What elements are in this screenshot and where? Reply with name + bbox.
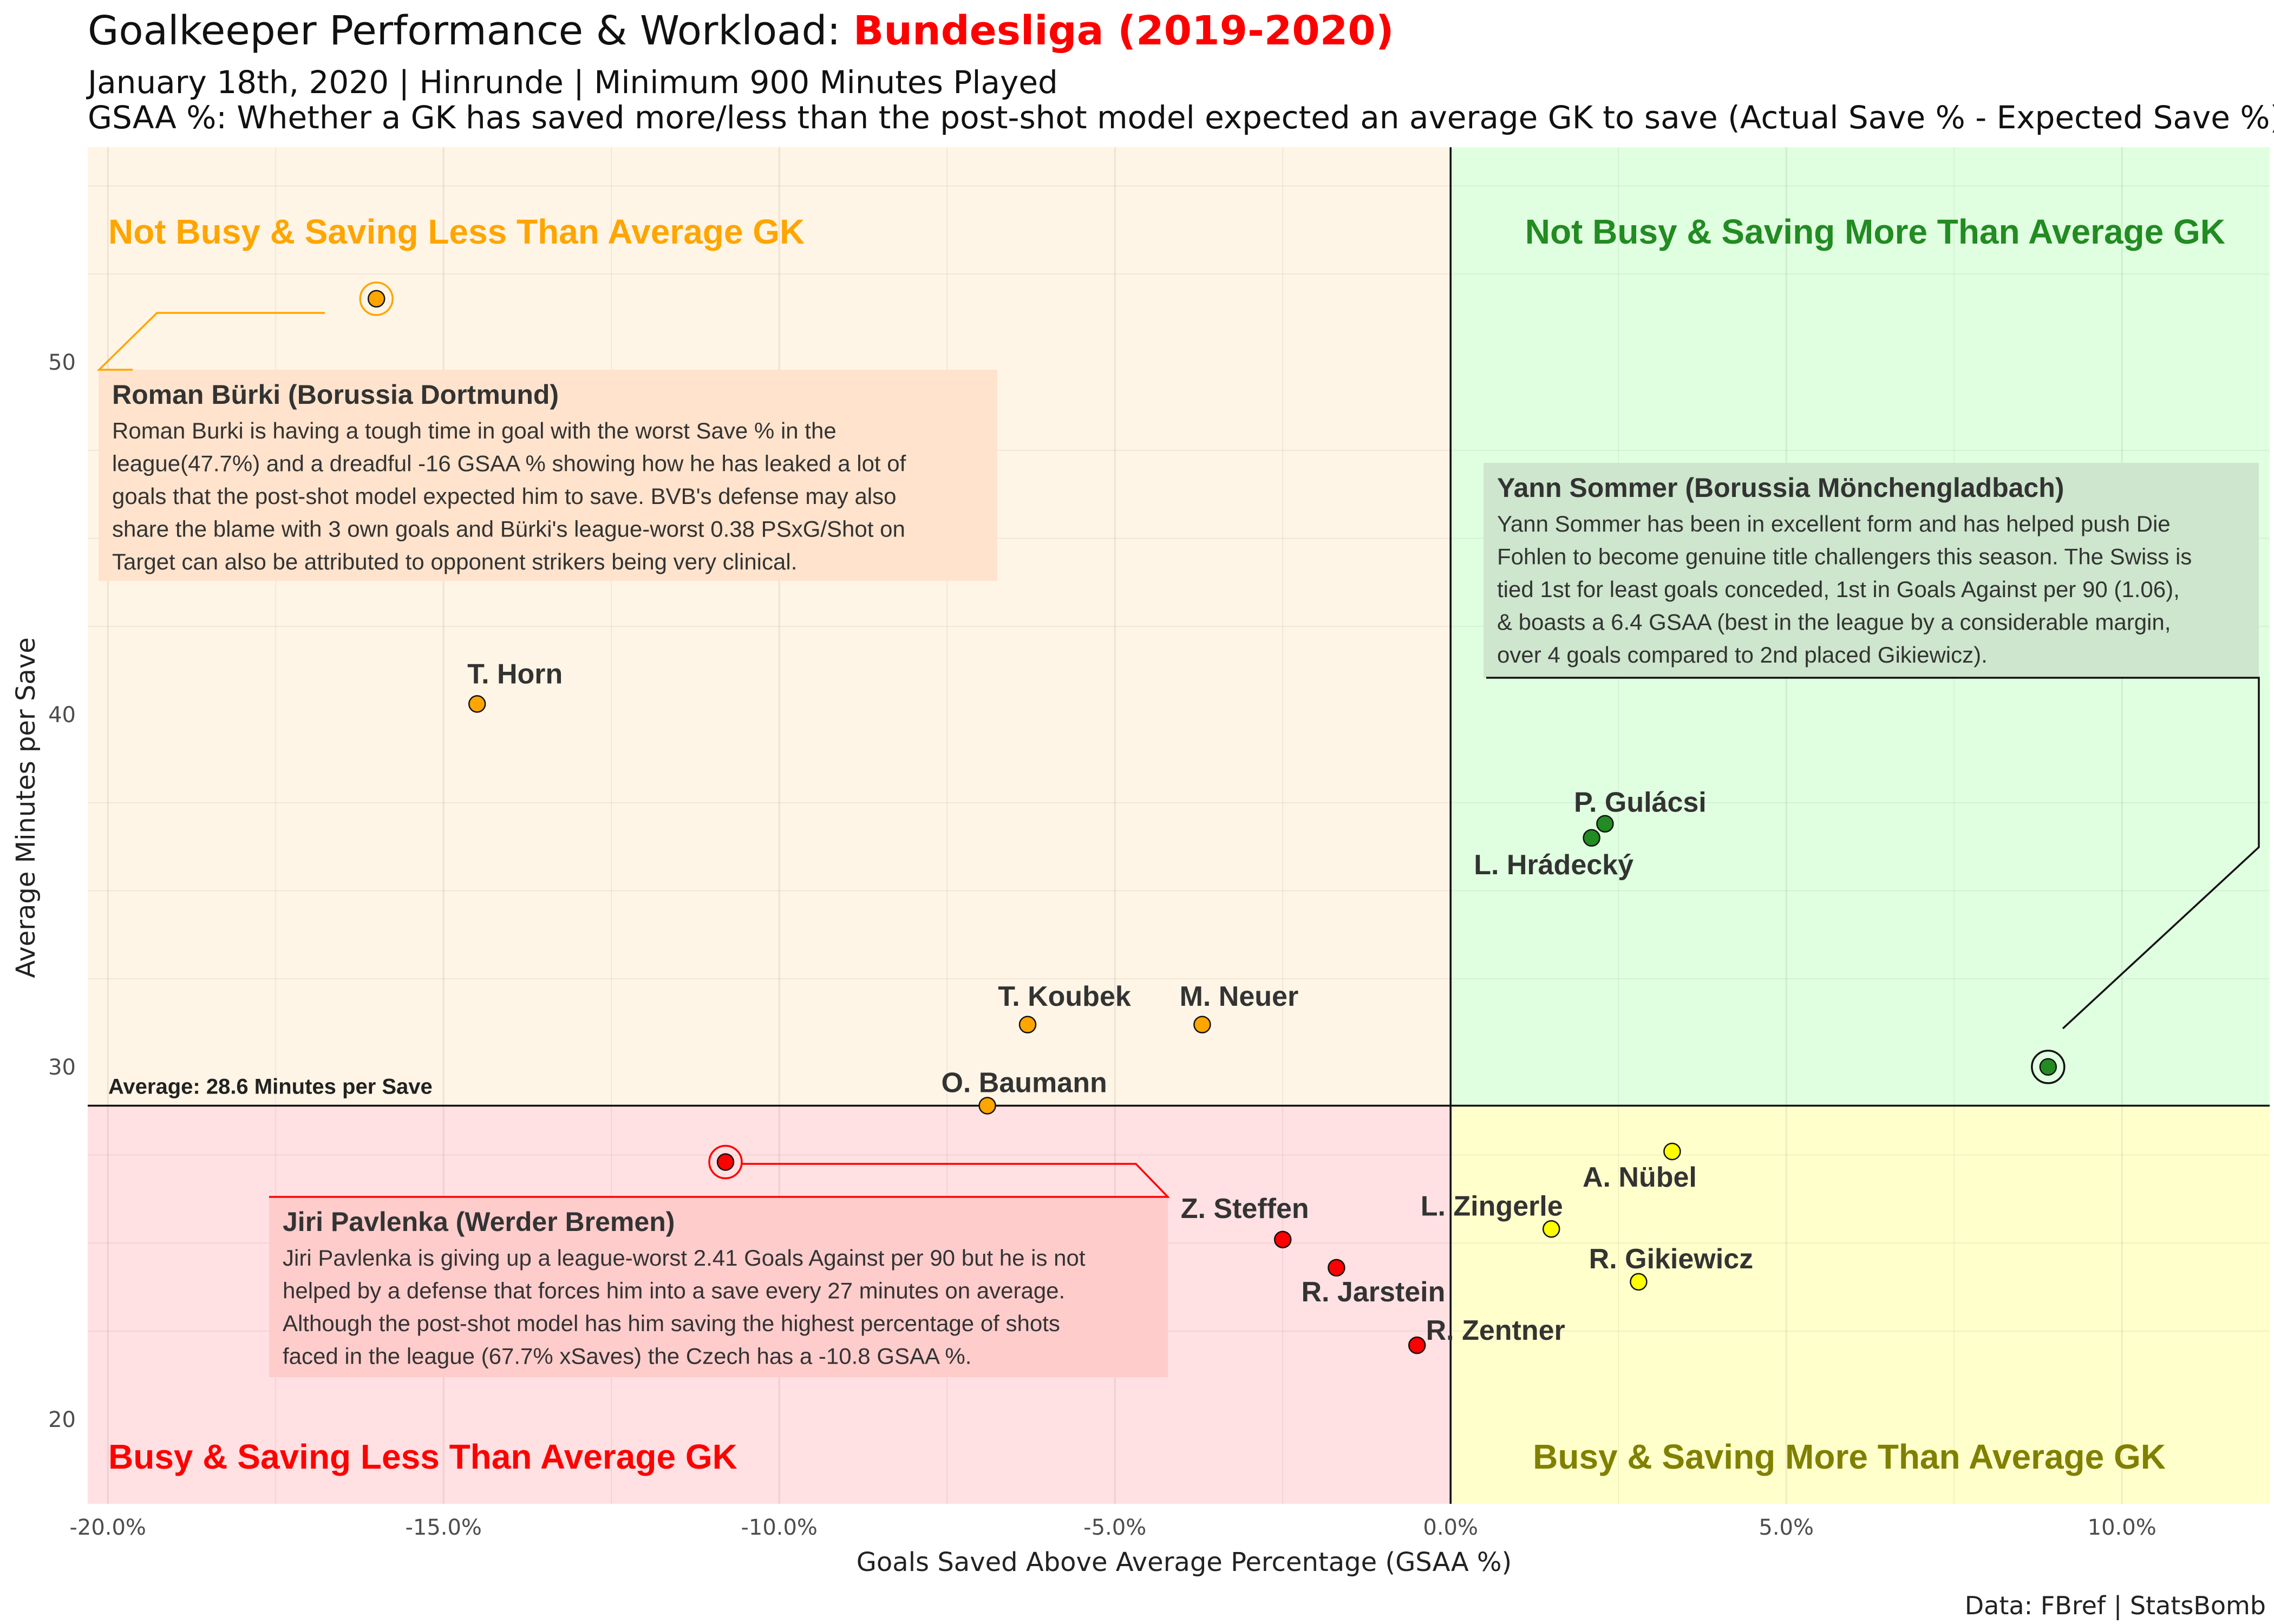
data-point (1273, 1230, 1292, 1249)
point-label: T. Horn (467, 658, 563, 690)
data-point (1018, 1016, 1037, 1034)
data-point (1193, 1016, 1211, 1034)
data-point (1663, 1142, 1681, 1161)
annotation-line: goals that the post-shot model expected … (112, 483, 897, 509)
point-label: R. Jarstein (1301, 1276, 1445, 1308)
annotations: Roman Bürki (Borussia Dortmund) Roman Bur… (96, 312, 2260, 1377)
data-points: T. Horn T. Koubek M. Neuer O. Baumann Z. Ste… (359, 281, 2066, 1354)
data-point (468, 695, 486, 713)
point-label: O. Baumann (941, 1067, 1107, 1098)
annotation-line: Roman Burki is having a tough time in go… (112, 418, 837, 443)
chart-title-prefix: Goalkeeper Performance & Workload: (88, 8, 853, 54)
x-tick-label: -10.0% (741, 1515, 818, 1540)
caption: Data: FBref | StatsBomb (1965, 1591, 2266, 1621)
axes: -20.0% -15.0% -10.0% -5.0% 0.0% 5.0% 10.0% 20 30… (48, 350, 2157, 1540)
data-point (1630, 1273, 1648, 1291)
point-label: R. Zentner (1426, 1315, 1565, 1346)
annotation-box (1484, 463, 2259, 678)
quadrant-bg-bottom-right (1450, 1105, 2270, 1504)
chart-title-accent: Bundesliga (2019-2020) (853, 8, 1394, 54)
annotation-line: faced in the league (67.7% xSaves) the C… (283, 1344, 971, 1369)
quadrant-label-top-left: Not Busy & Saving Less Than Average GK (108, 212, 805, 251)
highlight-ring (708, 1144, 743, 1180)
annotation-box (269, 1197, 1168, 1377)
y-tick-label: 30 (48, 1055, 76, 1080)
quadrant-label-bottom-right: Busy & Saving More Than Average GK (1533, 1437, 2166, 1476)
annotation-line: Jiri Pavlenka is giving up a league-wors… (283, 1245, 1086, 1271)
annotation-title: Jiri Pavlenka (Werder Bremen) (283, 1207, 675, 1237)
point-label: L. Hrádecký (1474, 849, 1633, 881)
x-tick-label: 0.0% (1423, 1515, 1478, 1540)
y-axis-title: Average Minutes per Save (11, 637, 41, 978)
annotation-line: Fohlen to become genuine title challenge… (1497, 544, 2192, 569)
point-label: Z. Steffen (1181, 1193, 1309, 1224)
average-line-label: Average: 28.6 Minutes per Save (108, 1075, 433, 1098)
annotation-line: league(47.7%) and a dreadful -16 GSAA % … (112, 451, 906, 476)
data-point (1328, 1259, 1345, 1277)
annotation-line: Target can also be attributed to opponen… (112, 549, 797, 574)
point-label: T. Koubek (998, 981, 1131, 1012)
y-tick-label: 40 (48, 703, 76, 728)
x-axis-title: Goals Saved Above Average Percentage (GS… (857, 1547, 1512, 1577)
annotation-connector (96, 312, 325, 371)
point-label: M. Neuer (1180, 981, 1299, 1012)
annotation-line: Although the post-shot model has him sav… (283, 1311, 1060, 1336)
data-point (367, 290, 385, 308)
quadrant-label-top-right: Not Busy & Saving More Than Average GK (1525, 212, 2225, 251)
y-tick-label: 20 (48, 1407, 76, 1432)
data-point (1596, 815, 1614, 833)
point-label: R. Gikiewicz (1589, 1243, 1753, 1275)
data-point (978, 1097, 996, 1115)
point-label: P. Gulácsi (1574, 787, 1707, 818)
data-point (2039, 1058, 2057, 1076)
annotation-line: helped by a defense that forces him into… (283, 1278, 1065, 1304)
annotation-connector (269, 1163, 1171, 1198)
quadrant-bg-top-left (88, 147, 1451, 1106)
annotation-box (99, 370, 997, 581)
annotation-line: tied 1st for least goals conceded, 1st i… (1497, 577, 2180, 602)
x-tick-label: -15.0% (405, 1515, 482, 1540)
x-tick-label: -5.0% (1083, 1515, 1146, 1540)
chart-subtitle-1: January 18th, 2020 | Hinrunde | Minimum … (86, 64, 1058, 101)
annotation-connector (1486, 677, 2260, 1030)
point-label: A. Nübel (1583, 1162, 1697, 1193)
annotation-line: over 4 goals compared to 2nd placed Giki… (1497, 642, 1988, 667)
y-tick-label: 50 (48, 350, 76, 375)
x-tick-label: -20.0% (69, 1515, 146, 1540)
annotation-line: & boasts a 6.4 GSAA (best in the league … (1497, 610, 2171, 635)
data-point (716, 1153, 735, 1171)
data-point (1583, 829, 1600, 847)
annotation-title: Yann Sommer (Borussia Mönchengladbach) (1497, 473, 2064, 503)
chart-subtitle-2: GSAA %: Whether a GK has saved more/less… (88, 99, 2274, 136)
highlight-ring (359, 281, 394, 316)
annotation-line: Yann Sommer has been in excellent form a… (1497, 511, 2171, 536)
x-tick-label: 10.0% (2088, 1515, 2157, 1540)
quadrant-labels: Not Busy & Saving Less Than Average GK No… (108, 212, 2225, 1476)
annotation-line: share the blame with 3 own goals and Bür… (112, 516, 905, 542)
data-point (1542, 1220, 1560, 1238)
chart-title: Goalkeeper Performance & Workload: Bunde… (88, 8, 1394, 54)
quadrant-label-bottom-left: Busy & Saving Less Than Average GK (108, 1437, 737, 1476)
highlight-ring (2031, 1050, 2066, 1084)
data-point (1408, 1336, 1426, 1354)
reference-lines: Average: 28.6 Minutes per Save (88, 147, 2270, 1504)
annotation-title: Roman Bürki (Borussia Dortmund) (112, 379, 559, 410)
point-label: L. Zingerle (1421, 1190, 1563, 1222)
x-tick-label: 5.0% (1759, 1515, 1814, 1540)
